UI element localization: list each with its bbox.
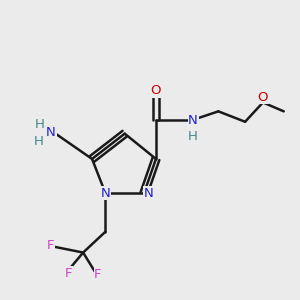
Text: N: N — [46, 126, 56, 139]
Text: H: H — [188, 130, 198, 143]
Text: N: N — [188, 114, 198, 127]
Text: F: F — [94, 268, 102, 281]
Text: O: O — [151, 84, 161, 97]
Text: F: F — [64, 267, 72, 280]
Text: F: F — [47, 238, 54, 252]
Text: H: H — [34, 135, 44, 148]
Text: N: N — [144, 187, 153, 200]
Text: H: H — [35, 118, 45, 131]
Text: O: O — [258, 91, 268, 103]
Text: N: N — [100, 187, 110, 200]
